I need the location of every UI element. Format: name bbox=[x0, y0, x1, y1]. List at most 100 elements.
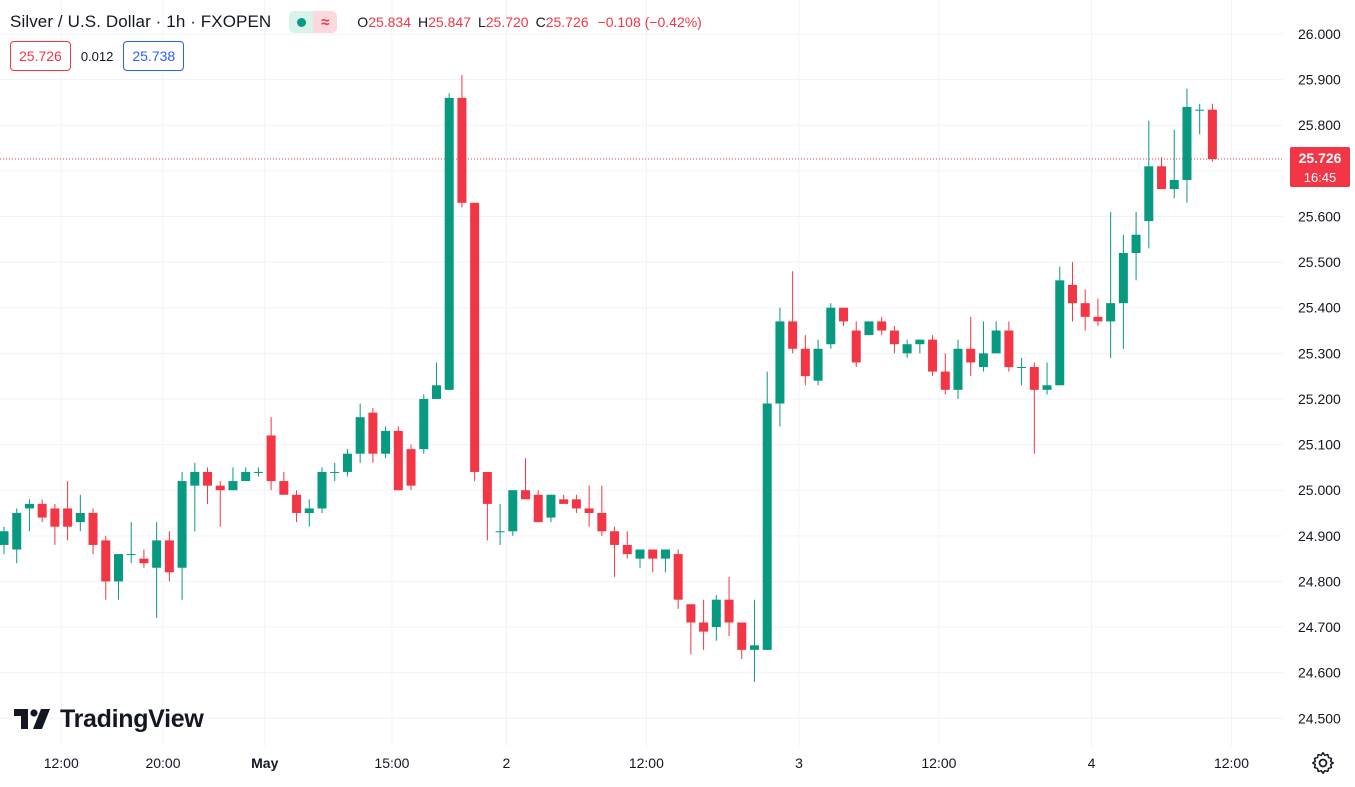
candle-body bbox=[635, 549, 645, 559]
candle-down bbox=[139, 549, 149, 568]
candle-down bbox=[101, 535, 111, 600]
low-label: L bbox=[477, 14, 486, 30]
price-axis[interactable]: 26.00025.90025.80025.70025.60025.50025.4… bbox=[1298, 26, 1341, 726]
candle-body bbox=[724, 599, 734, 623]
price-tick-label: 24.900 bbox=[1298, 528, 1341, 544]
candle-body bbox=[330, 471, 340, 473]
candle-body bbox=[1106, 303, 1116, 322]
price-tick-label: 25.400 bbox=[1298, 300, 1341, 316]
candle-body bbox=[826, 307, 836, 345]
candle-down bbox=[788, 271, 798, 354]
candle-down bbox=[203, 467, 213, 504]
tradingview-logo[interactable]: TradingView bbox=[14, 704, 204, 734]
candle-up bbox=[749, 599, 759, 682]
candle-up bbox=[813, 339, 823, 386]
candle-up bbox=[1169, 129, 1179, 199]
candle-up bbox=[1106, 211, 1116, 358]
candle-down bbox=[648, 549, 658, 573]
sell-price-button[interactable]: 25.726 bbox=[10, 41, 71, 71]
candle-body bbox=[622, 544, 632, 555]
candle-down bbox=[877, 316, 887, 336]
candle-down bbox=[292, 490, 302, 523]
candle-body bbox=[24, 503, 34, 509]
price-change: −0.108 (−0.42%) bbox=[597, 14, 702, 30]
candle-body bbox=[1029, 367, 1039, 390]
candle-up bbox=[75, 494, 85, 532]
candle-body bbox=[470, 202, 480, 472]
candle-body bbox=[699, 622, 709, 632]
candle-body bbox=[1042, 385, 1052, 390]
candle-body bbox=[1017, 367, 1027, 369]
ohlc-values: O 25.834 H 25.847 L 25.720 C 25.726 −0.108 (… bbox=[357, 14, 702, 30]
candle-body bbox=[63, 508, 73, 527]
candle-down bbox=[889, 325, 899, 354]
candle-body bbox=[101, 540, 111, 582]
candle-body bbox=[978, 353, 988, 368]
time-tick-label: 15:00 bbox=[374, 755, 409, 771]
candle-down bbox=[928, 335, 938, 377]
candle-body bbox=[839, 307, 849, 322]
candle-down bbox=[610, 526, 620, 577]
time-tick-label: 20:00 bbox=[145, 755, 180, 771]
high-label: H bbox=[418, 14, 429, 30]
candle-up bbox=[419, 394, 429, 454]
gear-icon[interactable] bbox=[1310, 750, 1336, 776]
candle-body bbox=[1093, 316, 1103, 322]
chart-grid bbox=[0, 0, 1283, 746]
candle-up bbox=[1144, 120, 1154, 249]
market-status[interactable]: ≈ bbox=[289, 11, 338, 33]
candle-up bbox=[1042, 362, 1052, 395]
candle-body bbox=[610, 531, 620, 545]
candlestick-series bbox=[0, 75, 1217, 682]
candle-up bbox=[1017, 357, 1027, 386]
candle-body bbox=[190, 471, 200, 486]
candle-body bbox=[660, 549, 670, 559]
time-axis[interactable]: 12:00 20:00 May 15:00 2 12:00 3 12:00 4 12:00 bbox=[44, 755, 1249, 771]
candle-up bbox=[381, 426, 391, 459]
candle-up bbox=[953, 339, 963, 399]
candle-body bbox=[152, 540, 162, 568]
candle-down bbox=[279, 471, 289, 495]
candle-up bbox=[0, 526, 9, 555]
candle-body bbox=[584, 508, 594, 514]
candle-down bbox=[966, 316, 976, 377]
buy-price-button[interactable]: 25.738 bbox=[123, 41, 185, 71]
candle-up bbox=[915, 339, 925, 354]
candle-up bbox=[12, 508, 22, 564]
candle-body bbox=[864, 321, 874, 336]
candle-body bbox=[737, 622, 747, 650]
tradingview-logo-icon bbox=[14, 709, 50, 729]
candle-up bbox=[304, 499, 314, 527]
candle-body bbox=[113, 554, 123, 582]
time-tick-label: 3 bbox=[795, 755, 803, 771]
candle-body bbox=[381, 430, 391, 454]
close-value: 25.726 bbox=[545, 14, 589, 30]
price-tick-label: 24.500 bbox=[1298, 710, 1341, 726]
candle-body bbox=[406, 449, 416, 486]
candle-body bbox=[393, 430, 403, 491]
candle-up bbox=[126, 522, 136, 564]
price-tick-label: 25.100 bbox=[1298, 437, 1341, 453]
candle-up bbox=[1055, 266, 1065, 386]
price-tick-label: 25.900 bbox=[1298, 72, 1341, 88]
time-tick-label: 2 bbox=[503, 755, 511, 771]
candle-up bbox=[355, 403, 365, 463]
candle-body bbox=[546, 494, 556, 518]
candle-down bbox=[470, 202, 480, 482]
candle-down bbox=[88, 508, 98, 555]
candle-up bbox=[24, 499, 34, 532]
price-tick-label: 24.600 bbox=[1298, 665, 1341, 681]
symbol-title[interactable]: Silver / U.S. Dollar · 1h · FXOPEN bbox=[10, 12, 272, 31]
candle-body bbox=[648, 549, 658, 559]
candle-down bbox=[851, 321, 861, 368]
time-tick-label: 12:00 bbox=[44, 755, 79, 771]
current-price-value: 25.726 bbox=[1299, 150, 1342, 166]
candle-body bbox=[533, 494, 543, 523]
spread-value: 0.012 bbox=[80, 48, 114, 64]
candle-down bbox=[1207, 103, 1217, 162]
candle-down bbox=[559, 494, 569, 504]
candle-down bbox=[482, 471, 492, 541]
candle-up bbox=[1195, 103, 1205, 135]
candle-down bbox=[839, 307, 849, 326]
